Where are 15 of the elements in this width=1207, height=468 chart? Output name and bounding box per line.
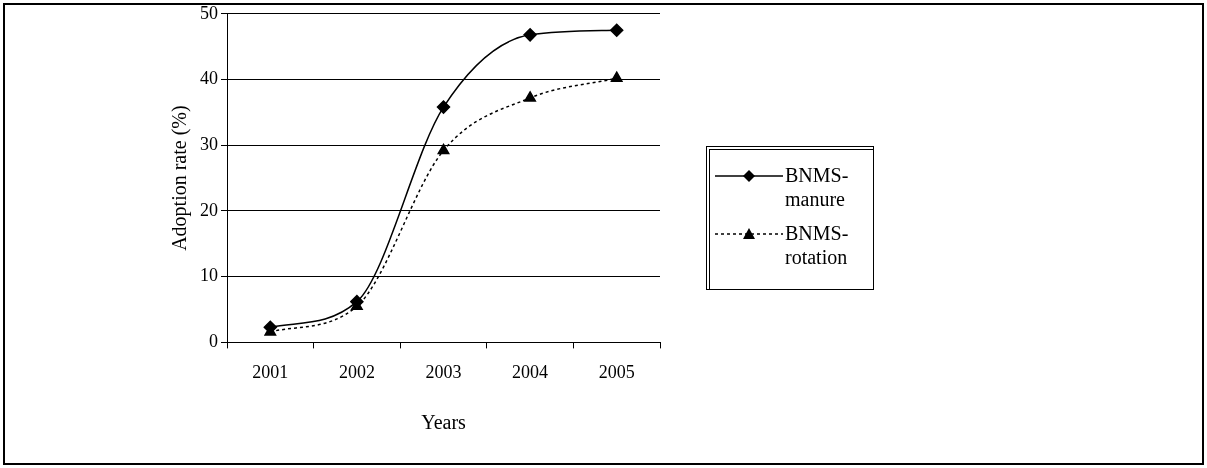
legend-label: BNMS-manure (785, 163, 850, 211)
x-tick-label: 2004 (512, 361, 549, 382)
x-tick-label: 2001 (252, 361, 289, 382)
x-tick-label: 2002 (338, 361, 375, 382)
y-tick-label: 50 (200, 2, 218, 23)
legend-label: BNMS-rotation (785, 221, 850, 269)
x-tick-label: 2005 (598, 361, 635, 382)
y-axis-title: Adoption rate (%) (168, 105, 192, 251)
x-tick-label: 2003 (425, 361, 462, 382)
x-axis-title: Years (421, 411, 467, 434)
y-tick-label: 20 (200, 199, 218, 220)
y-tick-label: 30 (200, 133, 218, 154)
y-tick-label: 0 (209, 331, 218, 352)
y-tick-label: 10 (200, 265, 218, 286)
y-tick-label: 40 (200, 68, 218, 89)
